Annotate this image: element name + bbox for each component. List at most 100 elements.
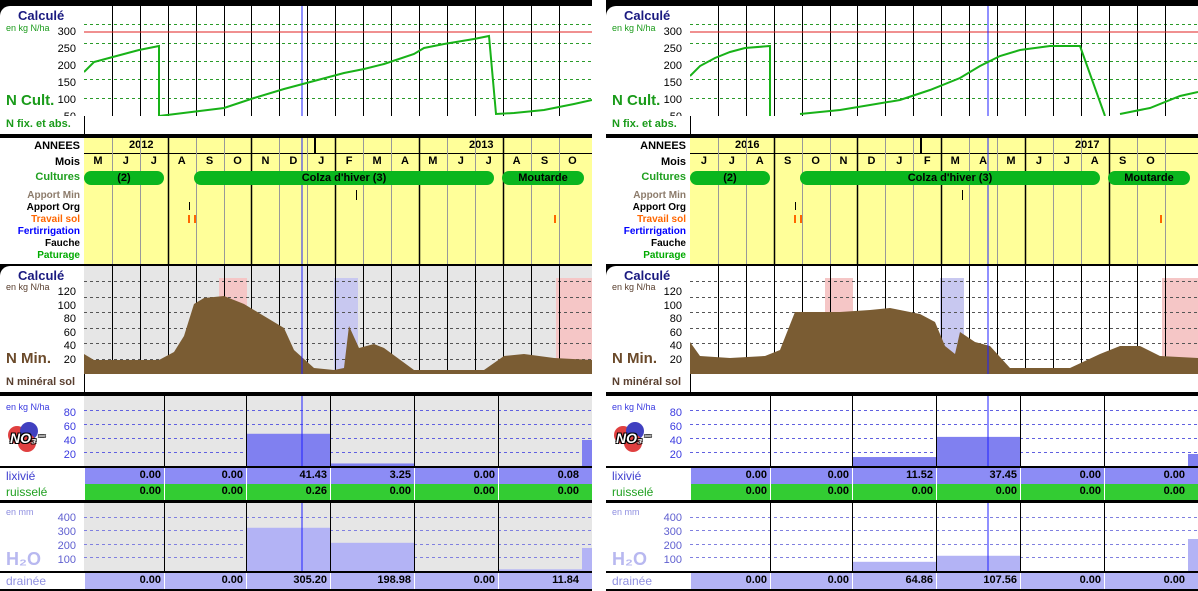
ncult-footer-label: N fix. et abs.	[612, 118, 677, 130]
ncult-tick-label: 250	[663, 43, 682, 55]
month-label: S	[540, 155, 549, 167]
no3-tick-label: 40	[669, 435, 682, 447]
h2o-label-panel: en mm 400 300 200 100 H₂O	[0, 503, 84, 571]
nmin-footer-label: N minéral sol	[612, 376, 682, 388]
h2o-next-bar	[1188, 539, 1198, 571]
ncult-title: Calculé	[624, 8, 671, 23]
lixivie-values: 0.00 0.00 11.52 37.45 0.00 0.00	[690, 468, 1198, 484]
drainee-value: 305.20	[246, 573, 330, 589]
lixivie-value: 3.25	[330, 468, 414, 484]
ruissele-values: 0.00 0.00 0.26 0.00 0.00 0.00	[84, 484, 592, 500]
ncult-tick-label: 150	[57, 77, 76, 89]
drainee-row: drainée 0.00 0.00 305.20 198.98 0.00 11.84	[0, 573, 592, 589]
month-label: O	[233, 155, 242, 167]
ruissele-value: 0.00	[852, 484, 936, 500]
nmin-tick-label: 20	[63, 353, 76, 366]
drainee-values: 0.00 0.00 64.86 107.56 0.00 0.00	[690, 573, 1198, 589]
h2o-tick-label: 100	[57, 554, 76, 566]
no3-formula: NO₃⁻	[616, 430, 650, 446]
lixivie-value: 11.52	[852, 468, 936, 484]
months-label: Mois	[660, 156, 686, 168]
drainee-value: 0.00	[84, 573, 164, 589]
lixivie-row: lixivié 0.00 0.00 11.52 37.45 0.00 0.00	[606, 468, 1198, 484]
nmin-plot	[84, 266, 592, 374]
no3-next-bar	[582, 440, 592, 466]
h2o-drainage-bar	[331, 542, 414, 571]
practice-label: Apport Org	[26, 202, 80, 213]
practice-label: Travail sol	[31, 214, 80, 225]
no3-section: en kg N/ha 80 60 40 20 NO₃⁻	[0, 396, 592, 466]
nmin-tick-label: 80	[669, 313, 682, 325]
h2o-drainage-bar	[247, 527, 330, 571]
h2o-tick-label: 200	[57, 540, 76, 552]
nmin-unit: en kg N/ha	[6, 282, 50, 292]
no3-unit: en kg N/ha	[612, 402, 656, 412]
ruissele-label: ruisselé	[6, 485, 48, 499]
practice-label: Fauche	[650, 238, 686, 249]
month-label: M	[950, 155, 960, 167]
practice-label: Travail sol	[637, 214, 686, 225]
drainee-value: 0.00	[770, 573, 852, 589]
nmin-label-panel: Calculé en kg N/ha 120 100 80 60 40 20 N Min.	[0, 266, 84, 374]
no3-tick-label: 20	[63, 449, 76, 461]
h2o-plot	[690, 503, 1198, 571]
no3-unit: en kg N/ha	[6, 402, 50, 412]
no3-tick-label: 60	[669, 421, 682, 433]
ncult-footer: N fix. et abs.	[606, 116, 1198, 134]
month-label: J	[728, 155, 735, 167]
lixivie-value: 0.00	[1104, 468, 1188, 484]
nmin-tick-label: 120	[663, 286, 682, 298]
ruissele-value: 0.00	[690, 484, 770, 500]
h2o-drainage-bar	[499, 569, 582, 571]
month-label: S	[784, 155, 792, 167]
calendar-section: ANNEES Mois Cultures Apport Min Apport Org Tr…	[606, 138, 1198, 264]
month-label: A	[512, 155, 521, 167]
ncult-tick-label: 300	[663, 26, 682, 38]
month-label: F	[345, 155, 353, 167]
ncult-tick-label: 250	[57, 43, 76, 55]
month-label: J	[1035, 155, 1042, 167]
ncult-footer-label: N fix. et abs.	[6, 118, 71, 130]
ncult-title: Calculé	[18, 8, 65, 23]
month-label: M	[93, 155, 103, 167]
h2o-next-bar	[582, 548, 592, 571]
drainee-row: drainée 0.00 0.00 64.86 107.56 0.00 0.00	[606, 573, 1198, 589]
no3-tick-label: 20	[669, 449, 682, 461]
month-label: O	[1146, 155, 1155, 167]
months-label: Mois	[54, 156, 80, 168]
ncult-series-line	[690, 44, 1198, 116]
year-label: 2012	[129, 139, 154, 151]
divider	[84, 374, 85, 392]
nmin-section: Calculé en kg N/ha 120 100 80 60 40 20 N Min.	[606, 266, 1198, 374]
nmin-area	[84, 296, 592, 374]
apport-org-marker	[795, 202, 796, 210]
years-label: ANNEES	[34, 140, 80, 152]
ruissele-value: 0.00	[498, 484, 582, 500]
month-label: J	[150, 155, 157, 167]
practice-label: Apport Min	[633, 190, 686, 201]
nmin-area	[690, 308, 1198, 374]
years-row: 2012 2013	[84, 138, 592, 154]
h2o-icon: H₂O	[6, 549, 41, 569]
no3-plot	[690, 396, 1198, 466]
month-label: J	[318, 155, 325, 167]
ncult-unit: en kg N/ha	[612, 23, 656, 33]
nmin-tick-label: 100	[663, 299, 682, 312]
travail-sol-marker	[1160, 215, 1162, 223]
h2o-tick-label: 300	[57, 526, 76, 538]
no3-plot	[84, 396, 592, 466]
nmin-highlight-red	[556, 278, 592, 374]
calendar-plot: 2016 2017 J J A S O N D J F M A M J J A S O (2) Colza d'hive…	[690, 138, 1198, 264]
no3-chart	[84, 396, 592, 466]
month-label: M	[428, 155, 438, 167]
ruissele-value: 0.00	[1104, 484, 1188, 500]
nmin-section: Calculé en kg N/ha 120 100 80 60 40 20 N Min.	[0, 266, 592, 374]
no3-lixivie-bar	[853, 457, 936, 466]
drainee-value: 0.00	[1020, 573, 1104, 589]
month-label: J	[896, 155, 903, 167]
practice-label: Apport Min	[27, 190, 80, 201]
apport-org-marker	[189, 202, 190, 210]
